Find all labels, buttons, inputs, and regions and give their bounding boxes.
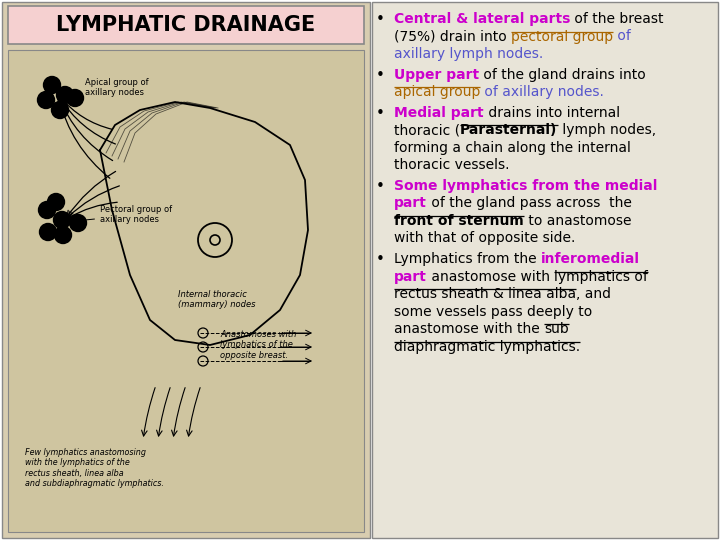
Text: Upper part: Upper part	[394, 68, 479, 82]
Text: Anastomoses with
lymphatics of the
opposite breast.: Anastomoses with lymphatics of the oppos…	[220, 330, 297, 360]
Circle shape	[52, 102, 68, 118]
Text: of the gland drains into: of the gland drains into	[479, 68, 646, 82]
Text: anastomose with: anastomose with	[427, 269, 554, 284]
Text: drains into internal: drains into internal	[484, 106, 620, 120]
Text: •: •	[376, 252, 385, 267]
Text: Medial part: Medial part	[394, 106, 484, 120]
Circle shape	[38, 201, 55, 219]
Text: part: part	[394, 269, 427, 284]
Text: •: •	[376, 106, 385, 121]
Text: thoracic vessels.: thoracic vessels.	[394, 158, 510, 172]
Text: inferomedial: inferomedial	[541, 252, 640, 266]
Text: part: part	[394, 197, 427, 211]
Circle shape	[66, 90, 84, 106]
Text: of: of	[613, 30, 631, 44]
Text: diaphragmatic lymphatics.: diaphragmatic lymphatics.	[394, 340, 580, 354]
Text: •: •	[376, 12, 385, 27]
FancyBboxPatch shape	[8, 6, 364, 44]
Text: •: •	[376, 68, 385, 83]
Text: axillary lymph nodes.: axillary lymph nodes.	[394, 47, 544, 61]
Text: lymph nodes,: lymph nodes,	[557, 123, 656, 137]
Text: of the gland pass across  the: of the gland pass across the	[427, 197, 631, 211]
Text: some vessels pass deeply to: some vessels pass deeply to	[394, 305, 593, 319]
Text: with that of opposite side.: with that of opposite side.	[394, 232, 575, 246]
Text: apical group: apical group	[394, 85, 480, 99]
Circle shape	[40, 224, 56, 240]
Text: forming a chain along the internal: forming a chain along the internal	[394, 141, 631, 155]
FancyBboxPatch shape	[2, 2, 370, 538]
Circle shape	[55, 226, 71, 244]
Text: rectus sheath & linea alba: rectus sheath & linea alba	[394, 287, 576, 301]
Text: Some lymphatics from the medial: Some lymphatics from the medial	[394, 179, 657, 193]
Text: sub: sub	[544, 322, 569, 336]
Text: Apical group of
axillary nodes: Apical group of axillary nodes	[65, 78, 148, 99]
Text: to anastomose: to anastomose	[523, 214, 631, 228]
Text: (75%) drain into: (75%) drain into	[394, 30, 511, 44]
Text: , and: , and	[576, 287, 611, 301]
Text: thoracic (: thoracic (	[394, 123, 460, 137]
Circle shape	[56, 86, 73, 104]
Text: lymphatics of: lymphatics of	[554, 269, 648, 284]
Text: of axillary nodes.: of axillary nodes.	[480, 85, 604, 99]
Text: Parasternal): Parasternal)	[460, 123, 557, 137]
Circle shape	[37, 91, 55, 109]
FancyBboxPatch shape	[372, 2, 718, 538]
Text: Few lymphatics anastomosing
with the lymphatics of the
rectus sheath, linea alba: Few lymphatics anastomosing with the lym…	[25, 448, 164, 488]
Circle shape	[53, 212, 71, 228]
Text: Lymphatics from the: Lymphatics from the	[394, 252, 541, 266]
Text: anastomose with the: anastomose with the	[394, 322, 544, 336]
Circle shape	[43, 77, 60, 93]
Text: Internal thoracic
(mammary) nodes: Internal thoracic (mammary) nodes	[178, 290, 256, 309]
Text: of the breast: of the breast	[570, 12, 664, 26]
Text: pectoral group: pectoral group	[511, 30, 613, 44]
Circle shape	[70, 214, 86, 232]
FancyBboxPatch shape	[8, 50, 364, 532]
Text: LYMPHATIC DRAINAGE: LYMPHATIC DRAINAGE	[56, 15, 315, 35]
Text: Pectoral group of
axillary nodes: Pectoral group of axillary nodes	[69, 205, 172, 225]
Text: Central & lateral parts: Central & lateral parts	[394, 12, 570, 26]
Circle shape	[48, 193, 65, 211]
Text: front of sternum: front of sternum	[394, 214, 523, 228]
Text: •: •	[376, 179, 385, 194]
